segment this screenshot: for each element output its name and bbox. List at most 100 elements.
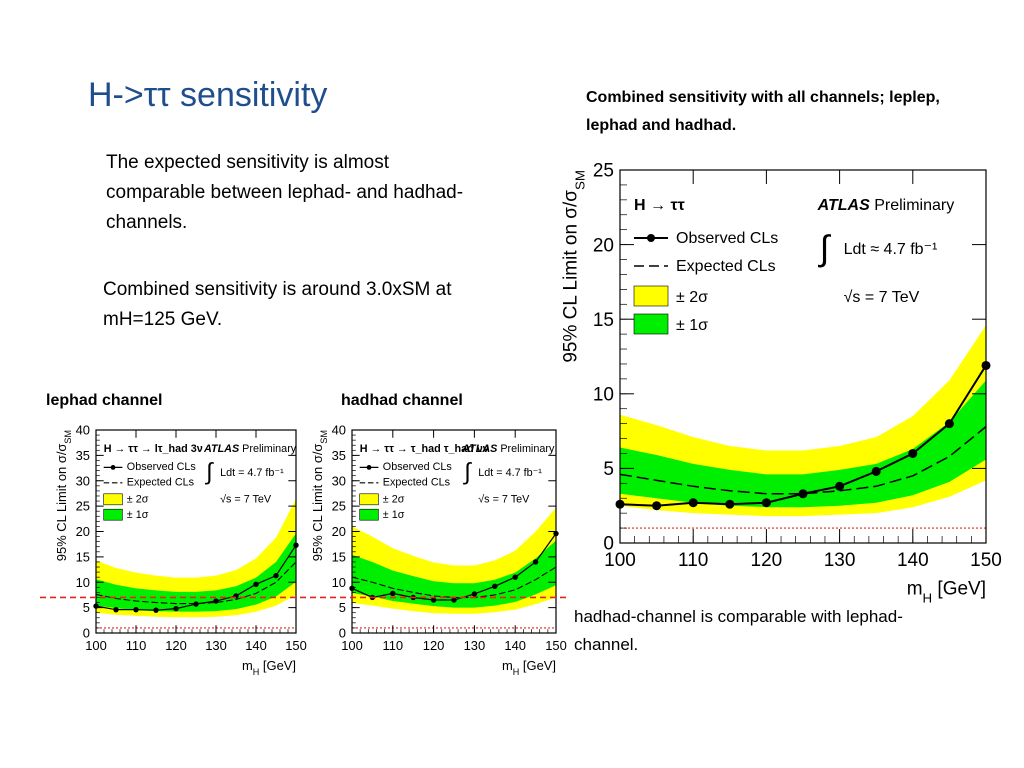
band-1sigma [96,533,296,612]
x-tick-label: 130 [824,550,856,571]
band-1sigma [620,380,986,508]
observed-point [532,559,539,565]
integral-symbol: ∫ [462,459,472,486]
combined-sensitivity-text: Combined sensitivity is around 3.0xSM at… [103,279,452,330]
y-tick-label: 5 [603,459,614,480]
legend-2sigma-swatch [359,493,379,506]
legend-expected-label: Expected CLs [676,258,776,275]
x-axis-label: mH [GeV] [242,658,296,677]
y-tick-label: 25 [76,499,90,514]
y-tick-label: 40 [76,423,90,438]
observed-point [944,419,954,429]
y-tick-label: 10 [593,384,614,405]
process-label: H → ττ [634,197,685,214]
observed-point [113,606,119,613]
legend-2sigma-label: ± 2σ [127,494,149,506]
observed-point [908,448,918,458]
observed-point [233,593,239,599]
y-tick-label: 15 [332,549,346,564]
energy-label: √s = 7 TeV [844,289,920,306]
legend-1sigma-label: ± 1σ [127,509,149,521]
x-tick-label: 120 [423,638,445,653]
atlas-label: ATLAS Preliminary [203,443,297,455]
legend-observed-label: Observed CLs [676,230,778,247]
y-tick-label: 10 [76,575,90,590]
observed-point [471,591,478,597]
integral-symbol: ∫ [818,229,832,268]
y-tick-label: 25 [593,161,614,182]
expected-limit-line [619,426,987,495]
energy-label: √s = 7 TeV [220,494,272,506]
y-tick-label: 5 [339,600,346,615]
y-tick-label: 35 [76,448,90,463]
energy-label: √s = 7 TeV [478,494,530,506]
observed-point [133,606,139,613]
observed-point [153,607,159,613]
legend-observed-marker [110,465,116,470]
observed-point [871,466,881,476]
integral-symbol: ∫ [204,459,214,486]
y-tick-label: 30 [76,473,90,488]
observed-point [193,601,199,607]
x-tick-label: 150 [285,638,307,653]
legend-1sigma-label: ± 1σ [676,317,708,334]
x-axis-label: mH [GeV] [502,658,556,677]
observed-point [253,581,259,587]
y-axis-label: 95% CL Limit on σ/σSM [560,170,587,363]
x-tick-label: 130 [205,638,227,653]
y-axis-label: 95% CL Limit on σ/σSM [54,430,73,561]
legend-1sigma-label: ± 1σ [383,509,405,521]
y-tick-label: 25 [332,499,346,514]
observed-point [512,574,518,580]
x-tick-label: 100 [85,638,107,653]
observed-point [390,590,396,597]
x-tick-label: 120 [751,550,783,571]
x-axis-label: mH [GeV] [907,579,986,606]
y-axis-label: 95% CL Limit on σ/σSM [310,430,329,561]
y-tick-label: 15 [593,310,614,331]
y-tick-label: 5 [83,600,90,615]
lephad-channel-label: lephad channel [46,392,163,409]
x-tick-label: 100 [604,550,636,571]
x-tick-label: 110 [382,638,403,653]
luminosity-label: Ldt = 4.7 fb⁻¹ [220,467,284,479]
legend-1sigma-swatch [359,508,379,521]
x-tick-label: 120 [165,638,187,653]
y-tick-label: 0 [339,626,346,641]
legend-2sigma-swatch [633,285,669,307]
y-tick-label: 30 [332,473,346,488]
lephad-limit-chart: 100 110 120 130 140 150 0 5 10 15 20 25 30 35 40 mH [Ge… [54,423,307,678]
x-tick-label: 110 [678,550,708,571]
x-tick-label: 150 [970,550,1002,571]
legend-2sigma-swatch [103,493,123,506]
legend-expected-label: Expected CLs [127,477,195,489]
atlas-label: ATLAS Preliminary [817,197,955,214]
x-tick-label: 140 [245,638,267,653]
y-tick-label: 15 [76,549,90,564]
hadhad-limit-chart: 100 110 120 130 140 150 0 5 10 15 20 25 30 35 40 mH [Ge… [310,423,567,678]
combined-caption: Combined sensitivity with all channels; … [586,89,940,134]
observed-point [410,594,416,601]
plot-frame [619,169,987,544]
y-tick-label: 10 [332,575,346,590]
luminosity-label: Ldt = 4.7 fb⁻¹ [478,467,542,479]
process-label: H → ττ → lτ_had 3ν [104,443,203,455]
observed-point [688,498,698,508]
x-tick-label: 130 [464,638,486,653]
legend-1sigma-swatch [103,508,123,521]
observed-point [761,498,771,508]
legend-expected-label: Expected CLs [383,477,451,489]
observed-point [430,597,437,603]
hadhad-channel-label: hadhad channel [341,392,463,409]
observed-point [652,501,662,511]
y-tick-label: 20 [76,524,90,539]
observed-point [492,583,498,590]
x-tick-label: 140 [504,638,526,653]
process-label: H → ττ → τ_had τ_had νν [360,443,489,455]
observed-point [273,572,279,579]
page-title: H->ττ sensitivity [88,76,328,114]
hadhad-comparison-text: hadhad-channel is comparable with lephad… [574,607,903,654]
observed-point [798,489,808,499]
observed-point [173,605,179,612]
legend-observed-marker [647,234,655,242]
